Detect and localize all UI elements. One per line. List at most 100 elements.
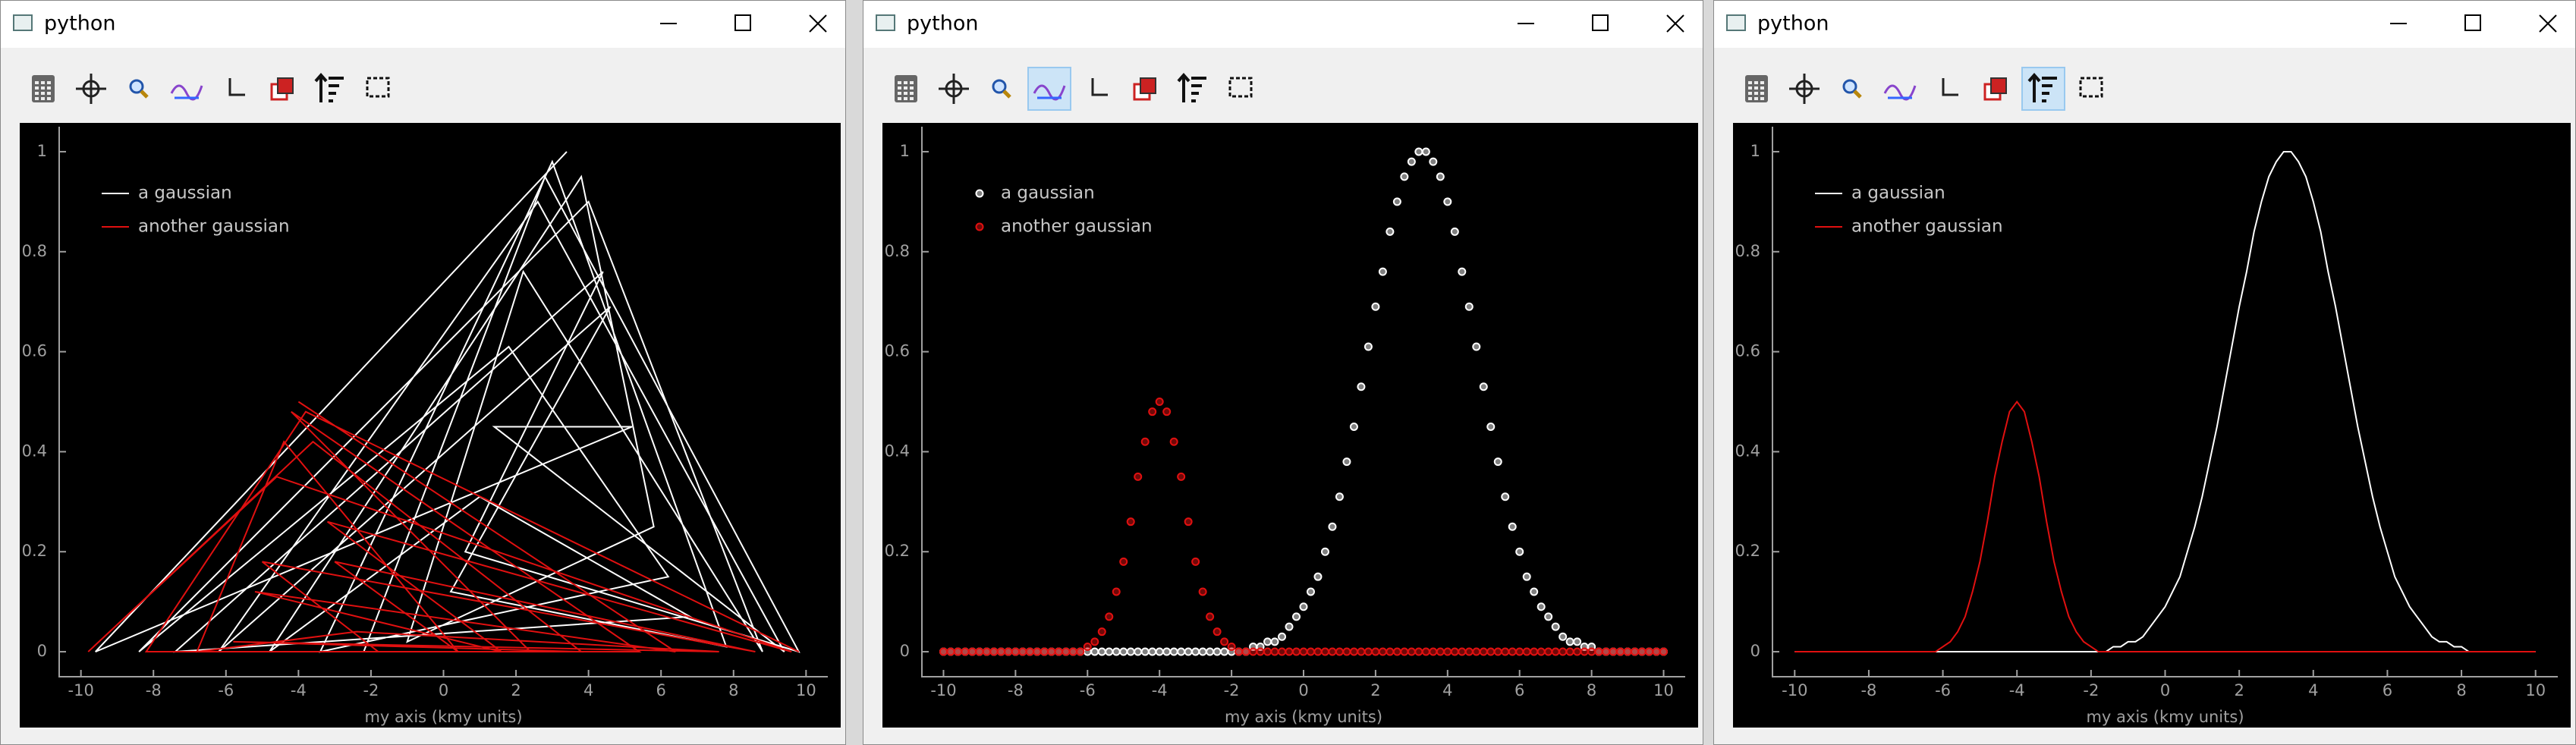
data-point — [1126, 647, 1135, 656]
x-tick-label: 6 — [2383, 681, 2392, 699]
toolbar-button[interactable] — [32, 75, 55, 102]
data-point — [953, 647, 962, 656]
data-point — [1464, 302, 1474, 311]
legend-marker — [975, 189, 984, 198]
data-point — [1386, 647, 1395, 656]
data-point — [1486, 647, 1496, 656]
data-point — [1105, 612, 1114, 621]
y-tick-label: 0 — [1750, 642, 1760, 660]
plot-background — [882, 123, 1698, 728]
toolbar-highlight — [2021, 67, 2065, 111]
legend-label: another gaussian — [1001, 217, 1153, 237]
icon-part — [1091, 78, 1108, 96]
toolbar-button[interactable] — [1942, 78, 1958, 96]
data-point — [1162, 647, 1172, 656]
data-point — [1363, 342, 1373, 351]
x-tick-label: -4 — [1152, 681, 1168, 699]
data-point — [1558, 632, 1568, 641]
toolbar-button[interactable] — [1883, 84, 1917, 101]
data-point — [1198, 647, 1207, 656]
data-point — [1551, 622, 1560, 631]
toolbar-button[interactable] — [1789, 74, 1820, 104]
toolbar-button[interactable] — [366, 77, 390, 98]
maximize-button[interactable] — [2464, 14, 2481, 31]
close-button[interactable] — [809, 14, 827, 33]
x-tick-label: -6 — [1080, 681, 1096, 699]
data-point — [1285, 622, 1294, 631]
legend-marker — [975, 222, 984, 231]
maximize-icon — [1592, 14, 1609, 31]
close-button[interactable] — [2539, 14, 2557, 33]
toolbar-button[interactable] — [76, 74, 106, 104]
window-title: python — [907, 12, 978, 36]
data-point — [1349, 647, 1358, 656]
data-point — [1148, 647, 1157, 656]
toolbar-button[interactable] — [1983, 77, 2007, 101]
x-tick-label: -6 — [1935, 681, 1951, 699]
data-point — [1623, 647, 1632, 656]
data-point — [1105, 647, 1114, 656]
toolbar-button[interactable] — [228, 78, 245, 96]
icon-part — [1177, 72, 1206, 102]
toolbar-button[interactable] — [1027, 67, 1071, 111]
toolbar-button[interactable] — [2021, 67, 2065, 111]
x-tick-label: 2 — [1370, 681, 1380, 699]
toolbar-button[interactable] — [1745, 75, 1768, 102]
x-tick-label: 0 — [1298, 681, 1308, 699]
window: python -10 -8 -6 -4 -2 0 2 4 6 8 10 0 0.2 0.4 0.6 0.8 1 my… — [1713, 0, 2576, 745]
data-point — [1659, 647, 1669, 656]
data-point — [1508, 647, 1517, 656]
y-tick-label: 0.8 — [22, 242, 47, 260]
x-tick-label: 0 — [439, 681, 448, 699]
icon-part — [904, 97, 907, 100]
maximize-icon — [734, 14, 751, 31]
toolbar-button[interactable] — [314, 72, 344, 102]
data-point — [1349, 422, 1358, 431]
y-tick-label: 0.6 — [885, 342, 910, 360]
icon-part — [898, 81, 901, 84]
x-tick-label: 4 — [2308, 681, 2318, 699]
toolbar-button[interactable] — [895, 75, 917, 102]
icon-part — [1853, 90, 1862, 99]
data-point — [1515, 647, 1524, 656]
icon-part — [35, 92, 39, 95]
icon-part — [910, 81, 914, 84]
toolbar-button[interactable] — [939, 74, 969, 104]
data-point — [1292, 612, 1301, 621]
icon-part — [1228, 77, 1253, 98]
y-tick-label: 0.4 — [885, 442, 910, 460]
icon-part — [277, 77, 294, 94]
data-point — [1371, 302, 1380, 311]
toolbar-button[interactable] — [129, 79, 149, 99]
y-tick-label: 1 — [900, 142, 910, 160]
data-point — [1328, 647, 1337, 656]
icon-part — [1748, 81, 1752, 84]
icon-part — [898, 92, 901, 95]
icon-part — [898, 97, 901, 100]
data-point — [1220, 637, 1229, 646]
data-point — [1493, 647, 1502, 656]
data-point — [1631, 647, 1640, 656]
toolbar-button[interactable] — [1133, 77, 1156, 101]
data-point — [1429, 647, 1438, 656]
toolbar-button[interactable] — [992, 79, 1011, 99]
maximize-button[interactable] — [1592, 14, 1609, 31]
data-point — [1493, 457, 1502, 467]
data-point — [1565, 637, 1574, 646]
maximize-button[interactable] — [734, 14, 751, 31]
data-point — [1508, 522, 1517, 531]
toolbar-button[interactable] — [2079, 77, 2103, 98]
data-point — [1609, 647, 1618, 656]
toolbar-button[interactable] — [270, 77, 294, 101]
close-button[interactable] — [1666, 14, 1684, 33]
toolbar-button[interactable] — [170, 84, 203, 101]
toolbar-button[interactable] — [1177, 72, 1206, 102]
data-point — [1162, 407, 1172, 417]
data-point — [975, 647, 984, 656]
toolbar-button[interactable] — [1091, 78, 1108, 96]
toolbar-button[interactable] — [1228, 77, 1253, 98]
axis-line — [921, 127, 1685, 677]
data-point — [1292, 647, 1301, 656]
toolbar-button[interactable] — [1842, 79, 1862, 99]
icon-part — [1140, 77, 1156, 94]
